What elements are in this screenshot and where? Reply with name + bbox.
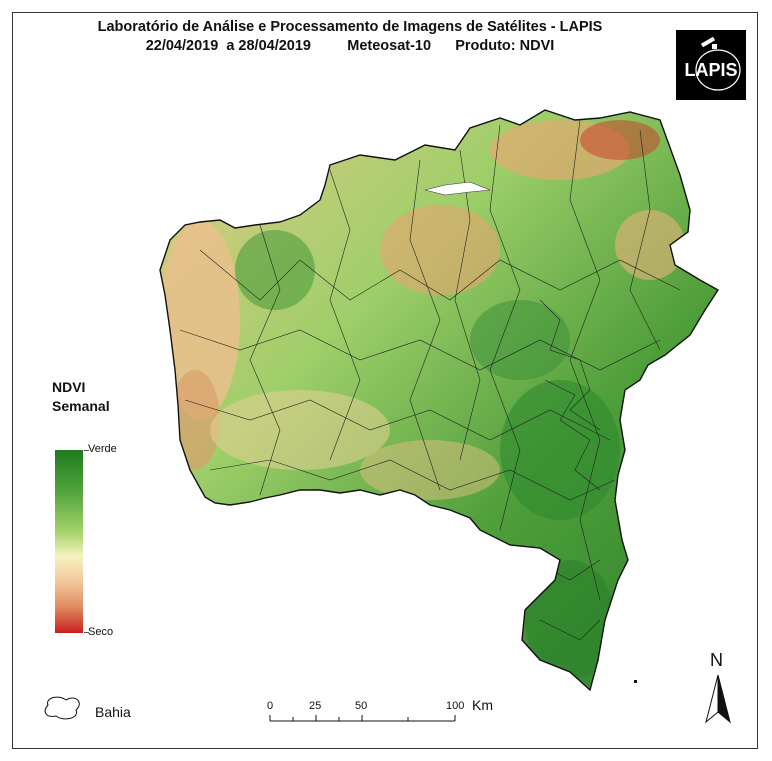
- north-label: N: [710, 650, 723, 670]
- scale-tick-100: 100: [446, 700, 465, 712]
- ndvi-color-ramp: [55, 450, 83, 633]
- scale-tick-50: 50: [355, 700, 368, 712]
- island-mark: [634, 680, 637, 683]
- legend-title: NDVI Semanal: [52, 378, 110, 416]
- ramp-tick-bottom: [84, 632, 89, 633]
- bahia-legend-icon: [44, 696, 80, 720]
- municipal-boundaries: [179, 119, 681, 641]
- legend-title-line-2: Semanal: [52, 398, 110, 414]
- legend-label-verde: Verde: [88, 443, 117, 455]
- scale-bar: [269, 715, 456, 722]
- scale-tick-25: 25: [309, 700, 322, 712]
- logo-text: LAPIS: [684, 60, 738, 80]
- title-line-2: 22/04/2019 a 28/04/2019 Meteosat-10 Prod…: [145, 38, 555, 54]
- satellite-icon: [695, 36, 741, 91]
- title-line-1: Laboratório de Análise e Processamento d…: [97, 19, 603, 35]
- scale-unit: Km: [472, 697, 493, 713]
- ramp-tick-top: [84, 450, 89, 451]
- scale-tick-0: 0: [267, 700, 274, 712]
- map-title: Laboratório de Análise e Processamento d…: [0, 18, 700, 56]
- north-arrow-icon: [705, 674, 731, 724]
- legend-title-line-1: NDVI: [52, 379, 86, 395]
- bahia-legend-label: Bahia: [95, 704, 131, 720]
- legend-label-seco: Seco: [88, 626, 114, 638]
- reservoir-shape: [424, 181, 491, 196]
- lapis-logo: LAPIS: [676, 30, 746, 100]
